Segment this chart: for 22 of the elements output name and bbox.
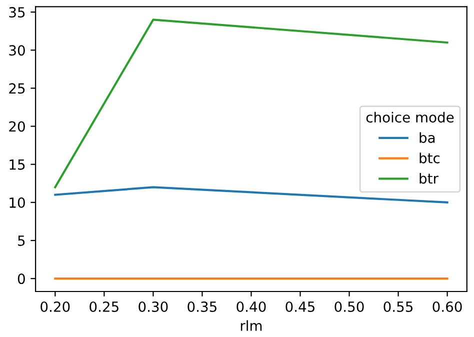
legend-label: ba: [420, 132, 435, 143]
y-tick-label: 0: [18, 274, 25, 284]
x-tick-label: 0.25: [90, 301, 118, 312]
legend-label: btc: [420, 152, 440, 164]
x-tick-label: 0.50: [334, 301, 364, 312]
y-tick-label: 35: [9, 7, 25, 18]
x-tick-label: 0.30: [138, 301, 168, 312]
x-tick-label: 0.45: [286, 301, 314, 312]
x-tick-label: 0.35: [188, 301, 216, 312]
y-tick-label: 5: [18, 236, 25, 246]
y-tick-label: 30: [9, 45, 25, 56]
y-tick-label: 25: [9, 83, 25, 94]
x-tick-label: 0.55: [384, 301, 413, 312]
y-tick-label: 15: [10, 160, 25, 170]
y-tick-label: 10: [10, 197, 25, 208]
x-tick-label: 0.40: [236, 301, 266, 312]
x-axis-title: rlm: [240, 320, 262, 331]
x-tick-label: 0.20: [40, 301, 70, 312]
y-tick-label: 20: [9, 121, 25, 132]
legend-label: btr: [420, 172, 438, 184]
x-tick-label: 0.60: [432, 301, 462, 312]
legend-title: choice mode: [366, 112, 454, 123]
